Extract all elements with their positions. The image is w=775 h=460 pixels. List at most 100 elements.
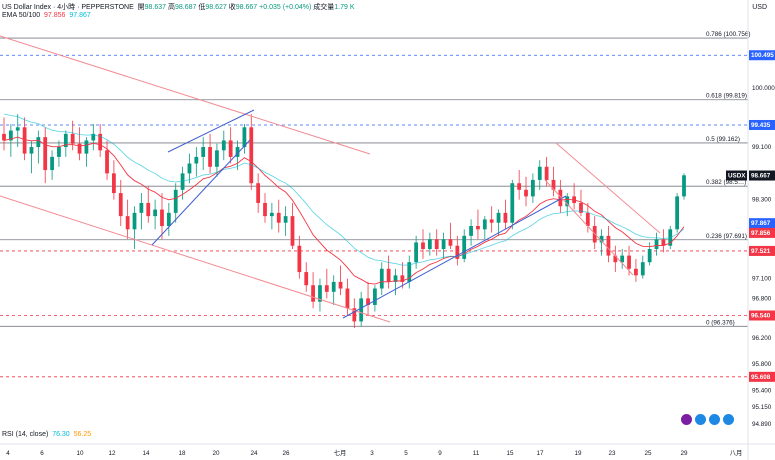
chart-lines: 0.786 (100.756) 0.618 (99.819) 0.5 (99.162… — [0, 31, 750, 378]
time-tick: 5 — [404, 450, 408, 457]
price-tag — [749, 245, 775, 256]
open-label: 開 — [137, 4, 145, 11]
candle-body — [36, 137, 41, 148]
candle-body — [352, 308, 357, 322]
time-tick: 17 — [536, 450, 544, 457]
ema-fast-value: 97.856 — [44, 12, 66, 19]
candle-body — [613, 255, 618, 263]
candle-body — [201, 147, 206, 157]
candle-body — [359, 298, 364, 322]
time-tick: 18 — [178, 450, 186, 457]
candle-body — [132, 212, 137, 230]
time-tick: 12 — [108, 450, 116, 457]
candle-body — [50, 156, 54, 171]
lightning-icon[interactable] — [681, 414, 692, 425]
open-value: 98.637 — [144, 4, 167, 11]
candle-body — [311, 285, 315, 302]
fib-label: 0 (96.376) — [706, 319, 735, 326]
rsi-value: 76.30 — [52, 431, 70, 438]
candle-body — [263, 202, 267, 217]
price-tag-label: 96.540 — [751, 312, 771, 319]
candle-body — [57, 147, 61, 157]
time-axis[interactable]: 4 6 10 12 14 18 20 24 26 七月 3 5 9 11 15 17 19 23 25 29 八月 — [0, 443, 775, 457]
candle-body — [22, 127, 27, 154]
price-tick: 94.890 — [752, 421, 772, 428]
price-tag-label: 98.667 — [751, 173, 771, 180]
ema-label: EMA 50/100 — [2, 12, 41, 19]
candle-body — [427, 239, 432, 250]
candle-body — [139, 202, 144, 213]
candle-body — [565, 196, 570, 207]
price-tag — [749, 227, 775, 238]
candle-body — [208, 147, 212, 167]
candle-body — [242, 127, 247, 148]
candle-body — [221, 140, 226, 151]
candle-body — [640, 262, 645, 276]
candle-body — [585, 212, 590, 226]
candle-body — [63, 133, 68, 148]
candle-body — [599, 235, 604, 243]
volume-label: 成交量 — [313, 4, 335, 11]
candle-body — [421, 242, 425, 250]
time-tick: 4 — [6, 450, 10, 457]
candle-body — [448, 239, 453, 246]
time-tick: 14 — [142, 450, 150, 457]
price-tick: 97.100 — [752, 276, 772, 283]
candle-body — [455, 245, 460, 259]
candle-body — [496, 212, 501, 223]
us-flag-icon-2[interactable] — [709, 414, 720, 425]
time-tick: 七月 — [334, 448, 347, 457]
candle-body — [84, 140, 89, 154]
candle-body — [297, 245, 302, 273]
candle-body — [153, 209, 157, 217]
candle-body — [682, 175, 686, 197]
candle-body — [551, 179, 556, 190]
candle-body — [235, 147, 240, 157]
price-tag-label: 95.608 — [751, 374, 771, 381]
candle-body — [105, 150, 109, 174]
rsi-label: RSI (14, close) — [2, 431, 49, 438]
candle-body — [476, 226, 480, 230]
symbol-title: US Dollar Index · 4小時 · PEPPERSTONE — [2, 4, 134, 11]
candle-body — [173, 189, 178, 213]
candle-body — [558, 189, 563, 207]
price-tick: 95.400 — [752, 388, 772, 395]
price-axis[interactable]: 100.495 99.435 USDX 98.667 97.867 97.856 97.52… — [726, 0, 775, 460]
close-value: 98.667 — [235, 4, 258, 11]
time-tick: 10 — [76, 450, 84, 457]
candle-body — [338, 281, 343, 289]
fib-label: 0.236 (97.691) — [706, 233, 747, 240]
falling-channel-upper — [555, 142, 661, 234]
price-tick: 95.800 — [752, 361, 772, 368]
price-tick: 96.200 — [752, 335, 772, 342]
price-tick: 96.800 — [752, 295, 772, 302]
candle-body — [43, 137, 48, 171]
event-icons[interactable] — [681, 414, 734, 425]
candle-body — [304, 272, 309, 286]
candle-body — [517, 183, 522, 190]
time-tick: 19 — [574, 450, 582, 457]
rising-wedge-upper — [167, 109, 255, 153]
candle-body — [276, 212, 281, 223]
price-tag-label: 97.521 — [751, 248, 771, 255]
candle-body — [2, 133, 6, 141]
time-tick: 20 — [212, 450, 220, 457]
candle-body — [228, 140, 233, 157]
candle-body — [366, 298, 370, 305]
price-tag — [749, 218, 775, 229]
us-flag-icon[interactable] — [695, 414, 706, 425]
rsi-legend[interactable]: RSI (14, close) 76.30 56.25 — [2, 431, 91, 438]
candle-body — [98, 133, 103, 151]
candle-body — [290, 216, 295, 246]
candle-body — [579, 202, 583, 213]
time-tick: 6 — [40, 450, 44, 457]
candle-body — [441, 239, 446, 250]
us-flag-icon-3[interactable] — [723, 414, 734, 425]
currency-label: USD — [752, 4, 767, 11]
low-label: 低 — [198, 4, 206, 11]
ema-legend[interactable]: EMA 50/100 97.856 97.867 — [2, 12, 91, 19]
candle-body — [606, 235, 611, 256]
candle-body — [283, 216, 288, 223]
price-tag — [749, 310, 775, 321]
